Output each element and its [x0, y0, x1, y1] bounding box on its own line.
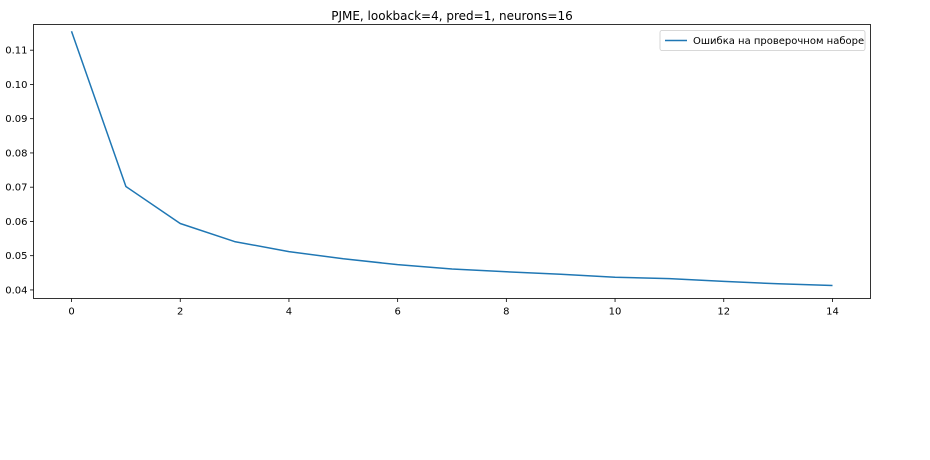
legend-label: Ошибка на проверочном наборе: [693, 36, 864, 47]
x-tick-label: 4: [286, 307, 292, 318]
x-tick-label: 8: [503, 307, 509, 318]
x-tick-label: 2: [177, 307, 183, 318]
data-point: [505, 270, 508, 273]
data-point: [668, 277, 671, 280]
series-line: [70, 31, 833, 287]
x-tick-label: 12: [717, 307, 730, 318]
data-point: [233, 240, 236, 243]
y-tick-label: 0.10: [5, 80, 27, 91]
data-point: [396, 263, 399, 266]
legend-box: [659, 30, 866, 51]
y-tick-label: 0.05: [5, 251, 27, 262]
y-tick-label: 0.06: [5, 217, 27, 228]
data-point: [342, 257, 345, 260]
y-tick-label: 0.04: [5, 285, 27, 296]
data-point: [831, 284, 834, 287]
y-tick-label: 0.08: [5, 148, 27, 159]
plot-area: [33, 24, 871, 299]
legend: Ошибка на проверочном наборе: [659, 30, 866, 51]
data-point: [70, 30, 73, 33]
data-point: [777, 282, 780, 285]
data-point: [124, 185, 127, 188]
data-point: [722, 280, 725, 283]
chart-title: PJME, lookback=4, pred=1, neurons=16: [331, 9, 573, 23]
y-tick-label: 0.09: [5, 114, 27, 125]
data-point: [559, 273, 562, 276]
y-axis: 0.04 0.05 0.06 0.07 0.08 0.09 0.10 0.11: [5, 46, 34, 296]
y-tick-label: 0.11: [5, 46, 27, 57]
x-tick-label: 0: [68, 307, 74, 318]
data-point: [179, 222, 182, 225]
data-point: [451, 268, 454, 271]
y-tick-label: 0.07: [5, 183, 27, 194]
series-layer: [70, 30, 834, 287]
x-axis: 0 2 4 6 8 10 12 14: [68, 298, 839, 318]
x-tick-label: 10: [609, 307, 622, 318]
x-tick-label: 14: [826, 307, 839, 318]
data-point: [614, 276, 617, 279]
x-tick-label: 6: [394, 307, 400, 318]
data-point: [287, 250, 290, 253]
